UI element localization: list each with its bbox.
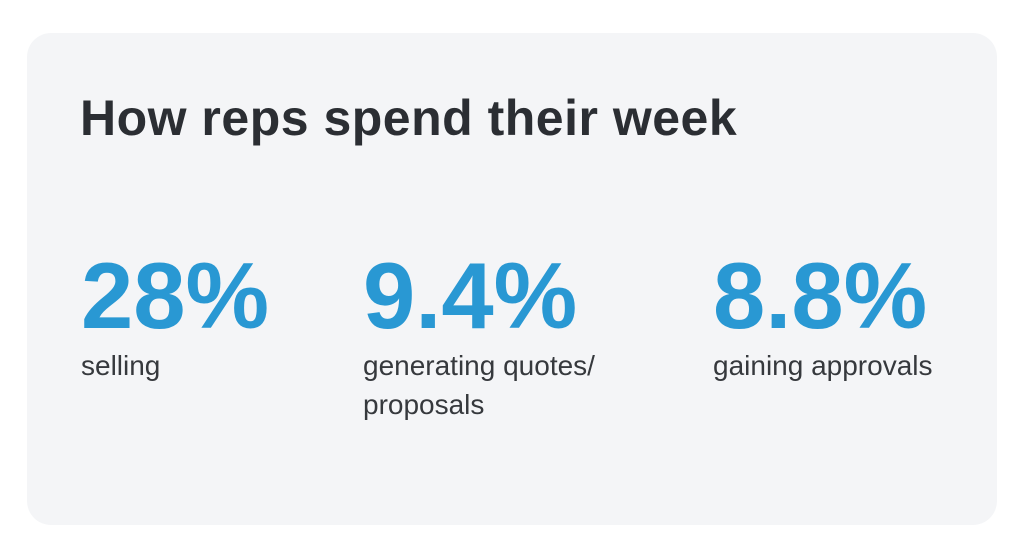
- stat-label-selling: selling: [81, 350, 161, 381]
- stats-row: 28% selling 9.4% generating quotes/ prop…: [81, 249, 967, 424]
- stat-gaining-approvals: 8.8% gaining approvals: [713, 249, 967, 424]
- stat-quotes-proposals: 9.4% generating quotes/ proposals: [363, 249, 713, 424]
- stat-value-gaining-approvals: 8.8%: [713, 243, 928, 348]
- stat-label-gaining-approvals: gaining approvals: [713, 350, 933, 381]
- stat-value-selling: 28%: [81, 243, 270, 348]
- stat-value-quotes-proposals: 9.4%: [363, 243, 578, 348]
- stat-selling: 28% selling: [81, 249, 363, 424]
- page-title: How reps spend their week: [80, 90, 738, 146]
- stats-card: How reps spend their week 28% selling 9.…: [27, 33, 997, 525]
- stat-label-quotes-proposals: generating quotes/ proposals: [363, 350, 595, 420]
